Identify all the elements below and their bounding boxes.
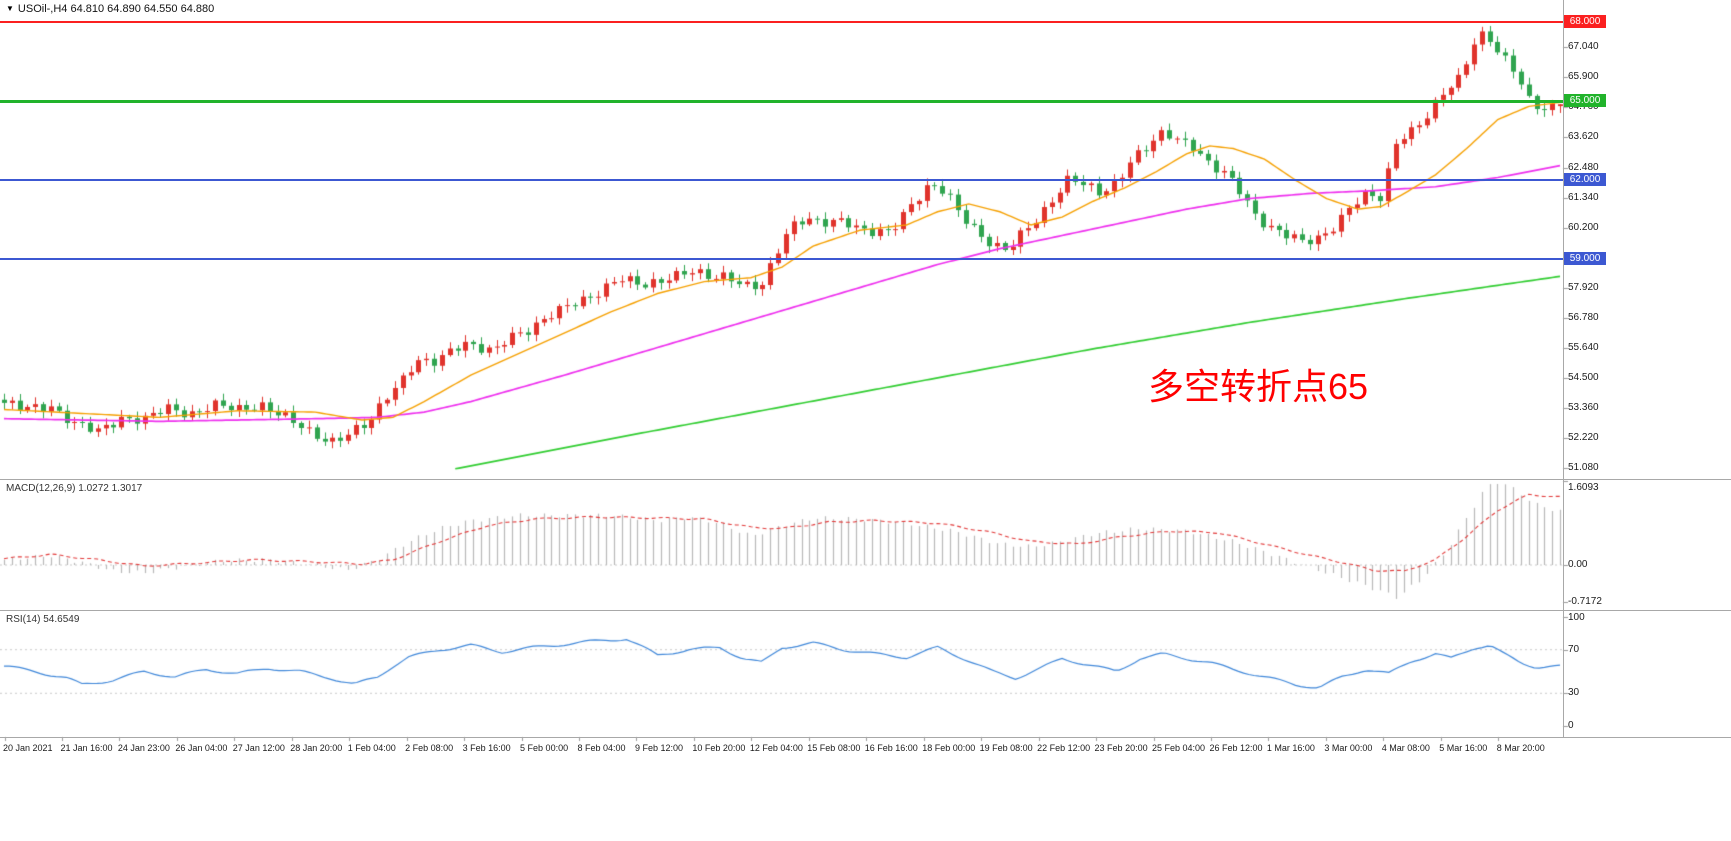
hline-level-65[interactable] xyxy=(0,99,1563,103)
time-axis-separator xyxy=(0,737,1731,738)
price-tick-label: 54.500 xyxy=(1568,371,1599,383)
price-tick-label: 52.220 xyxy=(1568,431,1599,443)
time-label: 20 Jan 2021 xyxy=(3,743,53,753)
time-label: 9 Feb 12:00 xyxy=(634,743,683,753)
macd-indicator-label: MACD(12,26,9) 1.0272 1.3017 xyxy=(6,483,143,494)
rsi-scale-label: 100 xyxy=(1568,612,1585,623)
time-label: 26 Jan 04:00 xyxy=(175,743,228,753)
macd-scale-label: 0.00 xyxy=(1568,559,1588,570)
time-label: 19 Feb 08:00 xyxy=(979,743,1033,753)
time-label: 16 Feb 16:00 xyxy=(864,743,918,753)
hline-level-62[interactable] xyxy=(0,179,1563,182)
symbol-title: ▼ USOil-,H4 64.810 64.890 64.550 64.880 xyxy=(6,3,214,15)
time-label: 12 Feb 04:00 xyxy=(749,743,803,753)
time-label: 21 Jan 16:00 xyxy=(60,743,113,753)
hline-level-68[interactable] xyxy=(0,21,1563,23)
annotation-text[interactable]: 多空转折点65 xyxy=(1148,366,1369,407)
time-label: 18 Feb 00:00 xyxy=(922,743,976,753)
time-label: 15 Feb 08:00 xyxy=(807,743,861,753)
time-label: 26 Feb 12:00 xyxy=(1209,743,1263,753)
time-label: 3 Feb 16:00 xyxy=(462,743,511,753)
time-label: 3 Mar 00:00 xyxy=(1324,743,1373,753)
time-label: 23 Feb 20:00 xyxy=(1094,743,1148,753)
rsi-indicator-label: RSI(14) 54.6549 xyxy=(6,614,80,625)
price-badge-level-59: 59.000 xyxy=(1564,252,1606,266)
symbol-title-text: USOil-,H4 64.810 64.890 64.550 64.880 xyxy=(17,3,215,15)
macd-scale-label: 1.6093 xyxy=(1568,482,1599,493)
price-scale-border xyxy=(1563,0,1564,737)
time-label: 8 Feb 04:00 xyxy=(577,743,626,753)
panel-separator-macd[interactable] xyxy=(0,479,1731,480)
triangle-icon: ▼ xyxy=(6,4,14,13)
hline-level-59[interactable] xyxy=(0,258,1563,261)
time-label: 2 Feb 08:00 xyxy=(405,743,454,753)
price-tick-label: 60.200 xyxy=(1568,221,1599,233)
price-badge-level-62: 62.000 xyxy=(1564,173,1606,187)
time-label: 1 Mar 16:00 xyxy=(1266,743,1315,753)
price-badge-level-65: 65.000 xyxy=(1564,94,1606,108)
price-tick-label: 61.340 xyxy=(1568,191,1599,203)
time-label: 5 Mar 16:00 xyxy=(1439,743,1488,753)
time-label: 10 Feb 20:00 xyxy=(692,743,746,753)
price-tick-label: 55.640 xyxy=(1568,341,1599,353)
price-tick-label: 51.080 xyxy=(1568,461,1599,473)
price-tick-label: 56.780 xyxy=(1568,311,1599,323)
macd-scale-label: -0.7172 xyxy=(1568,596,1602,608)
time-label: 1 Feb 04:00 xyxy=(347,743,396,753)
time-label: 27 Jan 12:00 xyxy=(232,743,285,753)
price-tick-label: 62.480 xyxy=(1568,161,1599,173)
price-tick-label: 65.900 xyxy=(1568,71,1599,83)
time-label: 25 Feb 04:00 xyxy=(1152,743,1206,753)
price-tick-label: 57.920 xyxy=(1568,281,1599,293)
price-badge-level-68: 68.000 xyxy=(1564,15,1606,28)
price-tick-label: 63.620 xyxy=(1568,131,1599,143)
time-label: 28 Jan 20:00 xyxy=(290,743,343,753)
price-tick-label: 67.040 xyxy=(1568,41,1599,53)
panel-separator-rsi[interactable] xyxy=(0,610,1731,611)
time-label: 24 Jan 23:00 xyxy=(117,743,170,753)
rsi-scale-label: 70 xyxy=(1568,643,1580,655)
time-label: 22 Feb 12:00 xyxy=(1037,743,1091,753)
rsi-scale-label: 30 xyxy=(1568,687,1580,699)
rsi-scale-label: 0 xyxy=(1568,720,1574,731)
time-label: 4 Mar 08:00 xyxy=(1381,743,1430,753)
time-label: 5 Feb 00:00 xyxy=(520,743,569,753)
price-tick-label: 53.360 xyxy=(1568,401,1599,413)
time-label: 8 Mar 20:00 xyxy=(1496,743,1545,753)
